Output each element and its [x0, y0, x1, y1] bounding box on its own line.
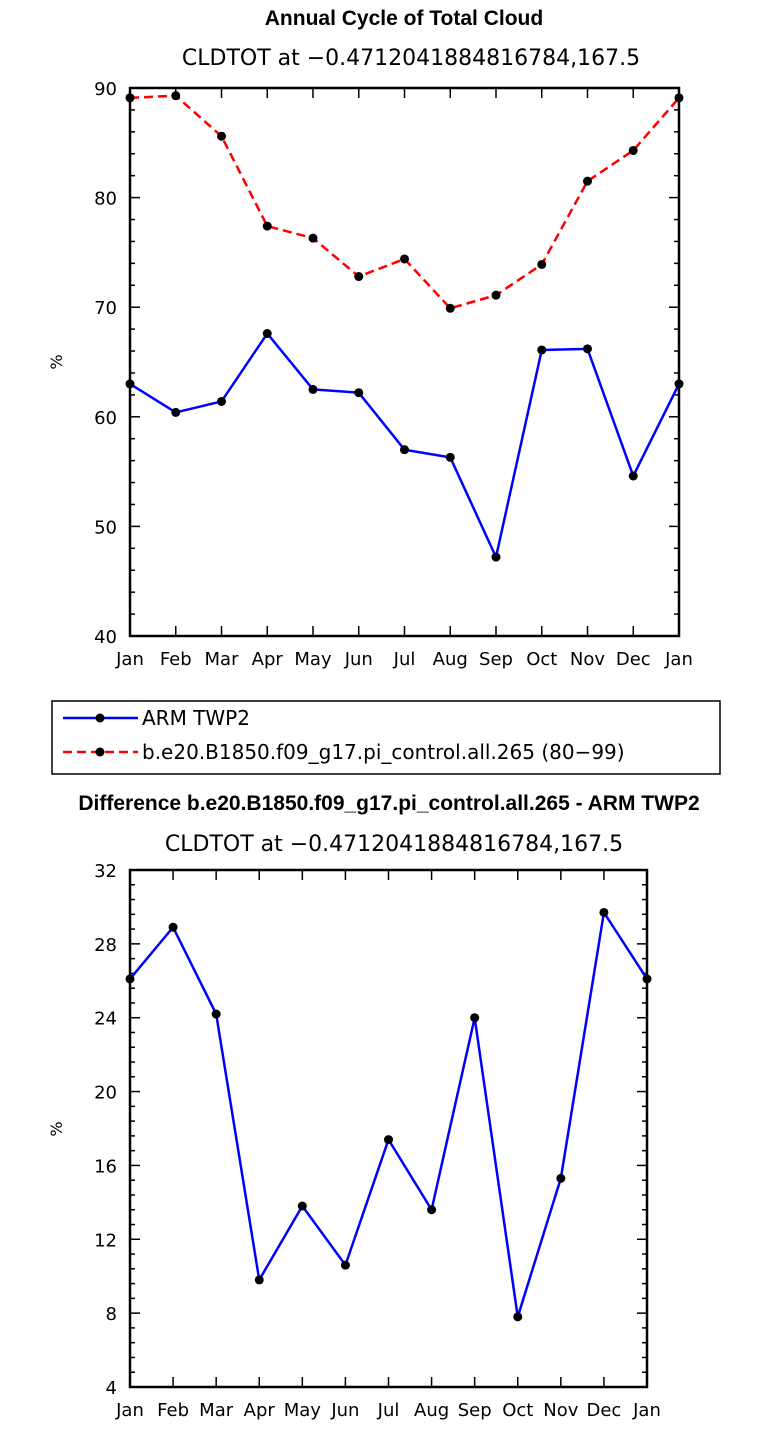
chart1-series-1-point	[537, 259, 547, 269]
chart2-series-0-point	[168, 922, 178, 932]
chart1-title: Annual Cycle of Total Cloud	[265, 7, 543, 30]
chart1-series-1-point	[445, 303, 455, 313]
chart2-xtick-label: Feb	[157, 1400, 189, 1421]
chart2-ylabel: %	[47, 1121, 66, 1136]
chart1-xtick-label: Oct	[526, 649, 557, 670]
legend-marker-arm-twp2	[95, 713, 105, 723]
chart1-series-1-point	[217, 131, 226, 141]
chart2-ytick-label: 24	[94, 1009, 117, 1030]
chart2-series-0-point	[642, 974, 652, 984]
chart2-xtick-label: Sep	[458, 1400, 492, 1421]
chart1-ytick-label: 60	[94, 408, 117, 429]
chart2-xtick-label: Dec	[586, 1400, 621, 1421]
chart1-series-0-point	[308, 384, 318, 394]
chart1-series-0-point	[171, 407, 181, 417]
chart1-series-1-point	[308, 233, 318, 243]
chart2-ytick-label: 4	[106, 1378, 117, 1399]
legend-box	[51, 700, 721, 775]
chart1-series-1-point	[583, 176, 592, 186]
chart1-xtick-label: Aug	[433, 649, 468, 670]
chart1-series-line-1	[129, 94, 680, 310]
chart1-xtick-label: Nov	[570, 649, 605, 670]
chart1-ytick-label: 90	[94, 79, 117, 100]
chart1-series-0-point	[217, 396, 226, 406]
chart2-series-0-point	[470, 1013, 480, 1023]
chart2-series-0-point	[125, 974, 135, 984]
chart2-ytick-label: 12	[94, 1230, 117, 1251]
chart1-series-0-point	[491, 552, 501, 562]
chart2-title: Difference b.e20.B1850.f09_g17.pi_contro…	[78, 792, 699, 815]
chart2-series-0-point	[513, 1312, 523, 1322]
legend-marker-model	[95, 747, 105, 757]
chart1-xtick-label: May	[294, 649, 332, 670]
chart2-xtick-label: Jun	[330, 1400, 359, 1421]
chart1-ytick-label: 40	[94, 627, 117, 648]
chart2-ytick-label: 20	[94, 1083, 117, 1104]
chart2-xtick-label: Jan	[632, 1400, 661, 1421]
chart1-xtick-label: Jul	[393, 649, 416, 670]
chart2-xtick-label: Jul	[377, 1400, 400, 1421]
chart2-xtick-label: Oct	[502, 1400, 533, 1421]
chart1-ytick-label: 50	[94, 517, 117, 538]
chart1-xtick-label: Dec	[616, 649, 651, 670]
chart2-series-line-0	[129, 909, 649, 1318]
chart2-series-0-point	[384, 1135, 393, 1145]
chart2-ytick-label: 16	[94, 1156, 117, 1177]
chart1-xtick-label: Mar	[205, 649, 240, 670]
chart1-series-0-point	[537, 345, 547, 355]
chart1-series-1-point	[125, 93, 135, 103]
chart1-series-0-point	[445, 452, 455, 462]
chart2-ytick-label: 32	[94, 861, 117, 882]
chart2-xtick-label: May	[284, 1400, 322, 1421]
legend-label-model: b.e20.B1850.f09_g17.pi_control.all.265 (…	[142, 740, 625, 764]
chart2-plot-area: 4 8 12 16 20 24 28 32 Jan Feb Mar Apr May Jun Jul Aug Se…	[94, 861, 661, 1421]
chart1-xtick-label: Jan	[664, 649, 693, 670]
chart2-series-0-point	[556, 1173, 566, 1183]
chart2-series-0-point	[599, 907, 609, 917]
legend: ARM TWP2 b.e20.B1850.f09_g17.pi_control.…	[51, 700, 721, 775]
chart2-xtick-label: Aug	[414, 1400, 449, 1421]
chart2-ytick-label: 8	[106, 1304, 117, 1325]
chart1-series-0-point	[354, 388, 364, 398]
chart1-series-0-point	[674, 379, 684, 389]
chart1-xtick-label: Jan	[115, 649, 144, 670]
chart2-series-0-point	[427, 1205, 437, 1215]
chart1-plot-area: 40 50 60 70 80 90 Jan Feb Mar Apr May Jun Jul Aug Sep O…	[94, 79, 693, 670]
chart1-series-1-point	[171, 91, 181, 101]
chart1-series-1-point	[491, 290, 501, 300]
chart2-series-0-point	[340, 1260, 350, 1270]
chart1-xtick-label: Sep	[479, 649, 513, 670]
chart1-series-0-point	[400, 445, 409, 455]
chart2-series-0-point	[211, 1009, 221, 1019]
chart1-xtick-label: Jun	[344, 649, 373, 670]
chart1-series-0-point	[583, 344, 592, 354]
chart2-series-0-point	[297, 1201, 307, 1211]
chart2-xtick-label: Jan	[115, 1400, 144, 1421]
chart2-ytick-label: 28	[94, 935, 117, 956]
chart1-series-1-point	[628, 145, 638, 155]
chart1-series-1-point	[262, 221, 272, 231]
legend-label-arm-twp2: ARM TWP2	[142, 706, 250, 730]
chart1-series-0-point	[125, 379, 135, 389]
chart2-xtick-label: Mar	[199, 1400, 234, 1421]
chart1-series-1-point	[674, 93, 684, 103]
chart2-series-0-point	[254, 1275, 264, 1285]
chart1-series-0-point	[628, 471, 638, 481]
chart1-series-1-point	[354, 272, 364, 282]
chart1-frame	[128, 86, 681, 638]
chart2-subtitle: CLDTOT at −0.4712041884816784,167.5	[165, 832, 623, 857]
chart1-subtitle: CLDTOT at −0.4712041884816784,167.5	[182, 46, 640, 71]
chart1-xtick-label: Feb	[160, 649, 192, 670]
chart1-series-0-point	[262, 329, 272, 339]
chart1-ytick-label: 80	[94, 189, 117, 210]
chart2-xtick-label: Apr	[244, 1400, 276, 1421]
chart2-xtick-label: Nov	[543, 1400, 578, 1421]
chart1-xtick-label: Apr	[252, 649, 284, 670]
chart1-ylabel: %	[47, 354, 66, 369]
chart1-ytick-label: 70	[94, 298, 117, 319]
chart1-series-1-point	[400, 254, 409, 264]
